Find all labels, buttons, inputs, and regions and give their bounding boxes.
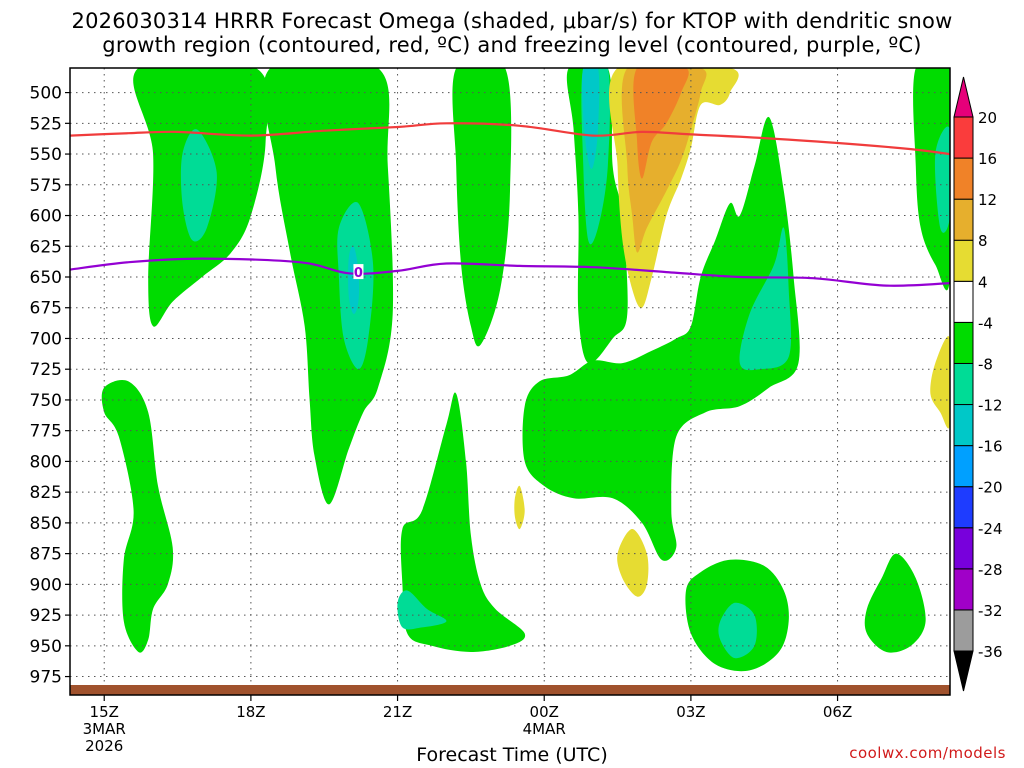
x-axis-label: Forecast Time (UTC) — [416, 744, 608, 766]
y-tick-label: 750 — [30, 391, 62, 411]
x-tick-label: 15Z — [90, 703, 119, 721]
omega-region-17 — [348, 245, 360, 315]
colorbar-swatch — [953, 568, 974, 611]
y-tick-label: 925 — [30, 606, 62, 626]
x-tick-label: 00Z — [530, 703, 559, 721]
y-tick-label: 875 — [30, 545, 62, 565]
colorbar-swatch — [953, 609, 974, 652]
freezing-level-label: 0 — [354, 266, 363, 281]
colorbar-label: -20 — [978, 479, 1003, 497]
y-tick-label: 975 — [30, 668, 62, 688]
omega-region-5 — [400, 392, 526, 652]
contour-lines: 0 — [70, 122, 950, 287]
colorbar-label: -12 — [978, 397, 1003, 415]
y-tick-label: 800 — [30, 452, 62, 472]
omega-region-18 — [582, 68, 600, 169]
colorbar-label: 20 — [978, 109, 997, 127]
y-tick-label: 500 — [30, 84, 62, 104]
colorbar-swatch — [953, 280, 974, 323]
y-tick-label: 825 — [30, 483, 62, 503]
colorbar-label: -4 — [978, 314, 993, 332]
chart-title-line-2: growth region (contoured, red, ºC) and f… — [102, 33, 922, 57]
y-tick-label: 575 — [30, 176, 62, 196]
omega-region-4 — [101, 380, 174, 653]
omega-region-23 — [617, 529, 649, 597]
x-tick-label: 3MAR — [83, 720, 126, 738]
colorbar-swatch — [953, 157, 974, 200]
y-tick-label: 850 — [30, 514, 62, 534]
colorbar-label: 12 — [978, 191, 997, 209]
colorbar-swatch — [953, 486, 974, 529]
x-tick-label: 21Z — [383, 703, 412, 721]
omega-region-24 — [514, 485, 525, 530]
y-tick-label: 650 — [30, 268, 62, 288]
credit-link[interactable]: coolwx.com/models — [849, 744, 1006, 762]
colorbar-swatch — [953, 445, 974, 488]
colorbar: -36 -32 -28 -24 -20 -16 -12 -8 -4 4 8 12 16 20 — [953, 76, 1003, 692]
omega-region-2 — [452, 68, 512, 347]
y-tick-label: 900 — [30, 575, 62, 595]
ground-terrain — [70, 685, 950, 695]
chart-title-line-1: 2026030314 HRRR Forecast Omega (shaded, … — [71, 9, 953, 33]
colorbar-label: -32 — [978, 602, 1003, 620]
colorbar-swatch — [953, 404, 974, 447]
colorbar-swatch — [953, 321, 974, 364]
y-tick-label: 700 — [30, 329, 62, 349]
y-tick-label: 675 — [30, 299, 62, 319]
y-axis-ticks: 500 525 550 575 600 625 650 675 700 725 750 775 800 8… — [30, 84, 70, 688]
colorbar-swatch — [953, 116, 974, 159]
colorbar-label: -36 — [978, 643, 1003, 661]
colorbar-label: 4 — [978, 273, 988, 291]
colorbar-label: -28 — [978, 561, 1003, 579]
colorbar-bottom-arrow — [953, 650, 974, 692]
colorbar-label: 8 — [978, 232, 988, 250]
colorbar-label: -16 — [978, 438, 1003, 456]
colorbar-label: -24 — [978, 520, 1003, 538]
colorbar-label: 16 — [978, 150, 997, 168]
colorbar-swatch — [953, 198, 974, 241]
colorbar-swatch — [953, 362, 974, 406]
grid-lines — [70, 68, 950, 695]
omega-region-1 — [263, 68, 394, 505]
omega-region-15 — [397, 590, 447, 630]
x-tick-label: 4MAR — [523, 720, 566, 738]
y-tick-label: 600 — [30, 207, 62, 227]
omega-region-10 — [180, 129, 217, 242]
omega-region-6 — [522, 116, 800, 561]
freezing-level-contour — [70, 257, 950, 287]
x-tick-label: 2026 — [85, 737, 123, 755]
y-tick-label: 550 — [30, 145, 62, 165]
plot-frame — [69, 67, 951, 696]
y-tick-label: 775 — [30, 422, 62, 442]
y-tick-label: 950 — [30, 637, 62, 657]
colorbar-swatch — [953, 527, 974, 570]
omega-region-21 — [633, 68, 689, 179]
omega-region-22 — [930, 336, 950, 429]
omega-region-16 — [718, 602, 757, 659]
colorbar-top-arrow — [953, 76, 974, 118]
dendritic-growth-contour — [70, 122, 950, 156]
y-tick-label: 525 — [30, 114, 62, 134]
colorbar-label: -8 — [978, 355, 993, 373]
colorbar-swatch — [953, 239, 974, 282]
x-tick-label: 18Z — [236, 703, 265, 721]
y-tick-label: 725 — [30, 360, 62, 380]
omega-region-8 — [864, 553, 926, 653]
y-tick-label: 625 — [30, 237, 62, 257]
omega-region-13 — [739, 227, 792, 371]
x-tick-label: 06Z — [823, 703, 852, 721]
freezing-label-bg — [353, 264, 364, 280]
x-tick-label: 03Z — [676, 703, 705, 721]
